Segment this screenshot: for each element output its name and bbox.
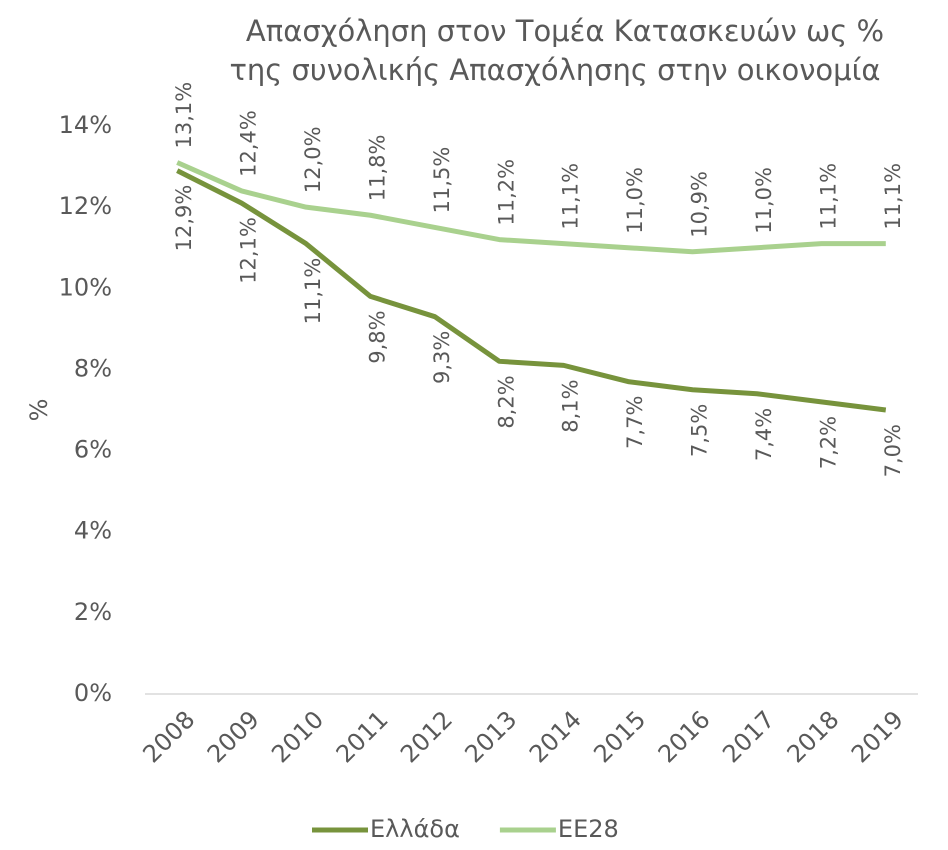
value-label: 11,1% (301, 258, 325, 325)
line (176, 168, 887, 413)
y-tick-label: 4% (74, 517, 112, 545)
x-tick-label: 2011 (331, 705, 394, 768)
value-label: 11,0% (752, 167, 776, 234)
value-label: 11,1% (881, 163, 905, 230)
value-label: 7,5% (688, 404, 712, 457)
y-axis-label: % (25, 399, 53, 422)
x-tick-label: 2017 (717, 705, 780, 768)
value-label: 11,1% (559, 163, 583, 230)
value-label: 12,1% (237, 217, 261, 284)
line (176, 160, 886, 255)
x-tick-label: 2010 (266, 705, 329, 768)
y-tick-label: 2% (74, 598, 112, 626)
value-label: 12,9% (172, 185, 196, 252)
value-label: 11,5% (430, 147, 454, 214)
x-tick-label: 2015 (588, 705, 651, 768)
value-label: 11,8% (365, 135, 389, 202)
y-tick-label: 14% (59, 111, 112, 139)
x-tick-label: 2018 (782, 705, 845, 768)
value-label: 13,1% (172, 82, 196, 149)
x-tick-label: 2014 (524, 705, 587, 768)
value-label: 7,0% (881, 424, 905, 477)
value-label: 8,1% (559, 379, 583, 432)
value-label: 8,2% (494, 375, 518, 428)
value-label: 11,1% (816, 163, 840, 230)
x-tick-label: 2013 (459, 705, 522, 768)
x-tick-label: 2016 (653, 705, 716, 768)
legend-label: Ελλάδα (370, 815, 460, 843)
value-label: 9,8% (365, 310, 389, 363)
value-label: 7,7% (623, 396, 647, 449)
value-label: 7,2% (816, 416, 840, 469)
value-label: 12,0% (301, 126, 325, 193)
x-tick-label: 2019 (846, 705, 909, 768)
y-tick-label: 8% (74, 354, 112, 382)
value-label: 11,2% (494, 159, 518, 226)
value-label: 11,0% (623, 167, 647, 234)
value-label: 10,9% (688, 171, 712, 238)
x-tick-label: 2009 (202, 705, 265, 768)
value-label: 9,3% (430, 331, 454, 384)
value-label: 7,4% (752, 408, 776, 461)
y-tick-label: 10% (59, 273, 112, 301)
legend-label: ΕΕ28 (558, 815, 619, 843)
y-tick-label: 0% (74, 679, 112, 707)
x-tick-label: 2012 (395, 705, 458, 768)
chart-title: της συνολικής Απασχόλησης στην οικονομία (229, 53, 880, 87)
y-tick-label: 12% (59, 192, 112, 220)
value-label: 12,4% (237, 110, 261, 177)
x-tick-label: 2008 (137, 705, 200, 768)
y-tick-label: 6% (74, 436, 112, 464)
chart-title: Απασχόληση στον Τομέα Κατασκευών ως % (246, 14, 884, 48)
